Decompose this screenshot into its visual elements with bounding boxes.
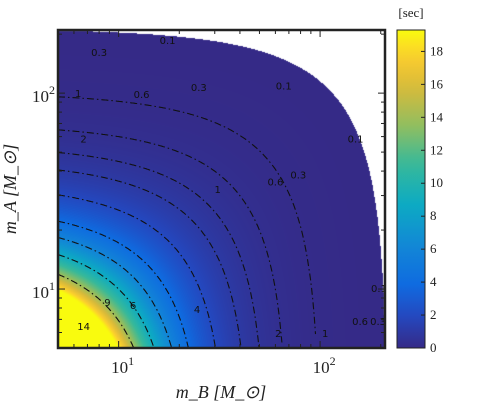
- contour-line-1: [58, 129, 283, 343]
- colorbar-tick-label-0: 0: [430, 340, 437, 355]
- plot-frame: [56, 28, 387, 350]
- contour-line-0: [58, 96, 317, 335]
- contour-label-13: 1: [322, 329, 328, 340]
- contour-label-16: 4: [194, 305, 200, 316]
- colorbar-tick-label-9: 18: [430, 43, 443, 58]
- colorbar-tick-label-7: 14: [430, 109, 444, 124]
- colorbar: [396, 29, 426, 349]
- axis-ticks: [57, 30, 385, 349]
- contour-label-12: 1: [214, 185, 220, 196]
- contour-line-8: [58, 273, 135, 348]
- svg-text:101: 101: [111, 354, 134, 377]
- y-tick-label-0: 101: [32, 279, 55, 302]
- contour-label-11: 1: [75, 89, 81, 100]
- colorbar-tick-label-3: 6: [430, 241, 437, 256]
- contour-line-2: [58, 151, 260, 348]
- contour-label-7: 0.3: [370, 317, 386, 328]
- colorbar-tick-label-4: 8: [430, 208, 437, 223]
- heatmap-canvas: [58, 30, 385, 348]
- contour-line-7: [58, 254, 155, 348]
- x-tick-label-1: 102: [313, 354, 336, 377]
- contour-label-0: 0.1: [160, 36, 176, 47]
- x-axis-title: m_B [M_⊙]: [176, 382, 267, 402]
- contour-label-14: 2: [80, 134, 86, 145]
- contour-lines: [58, 96, 317, 348]
- contour-label-18: 9: [104, 298, 110, 309]
- svg-text:102: 102: [32, 83, 55, 106]
- colorbar-tick-label-8: 16: [430, 76, 444, 91]
- colorbar-ticks: 0 2 4 6 8 10 12 14 16 18: [421, 43, 444, 355]
- contour-label-15: 2: [275, 329, 281, 340]
- contour-label-2: 0.1: [348, 134, 364, 145]
- svg-text:102: 102: [313, 354, 336, 377]
- contour-line-3: [58, 169, 242, 348]
- contour-label-4: 0.3: [91, 48, 107, 59]
- contour-line-6: [58, 236, 173, 348]
- contour-line-5: [58, 220, 189, 348]
- colorbar-tick-label-6: 12: [430, 142, 443, 157]
- contour-label-1: 0.1: [276, 82, 292, 93]
- contour-label-19: 14: [77, 322, 90, 333]
- colorbar-tick-label-2: 4: [430, 274, 437, 289]
- contour-line-4: [58, 194, 217, 348]
- contour-label-5: 0.3: [191, 83, 207, 94]
- heatmap-layer: [58, 30, 385, 348]
- colorbar-tick-label-1: 2: [430, 307, 437, 322]
- contour-label-8: 0.6: [134, 90, 150, 101]
- contour-label-9: 0.6: [267, 177, 283, 188]
- contour-label-10: 0.6: [352, 317, 368, 328]
- contour-label-17: 6: [130, 301, 136, 312]
- colorbar-tick-label-5: 10: [430, 175, 443, 190]
- x-tick-label-0: 101: [111, 354, 134, 377]
- colorbar-unit-label: [sec]: [398, 5, 423, 20]
- y-tick-label-1: 102: [32, 83, 55, 106]
- y-axis-title: m_A [M_⊙]: [0, 144, 20, 234]
- svg-text:101: 101: [32, 279, 55, 302]
- contour-label-6: 0.3: [290, 170, 306, 181]
